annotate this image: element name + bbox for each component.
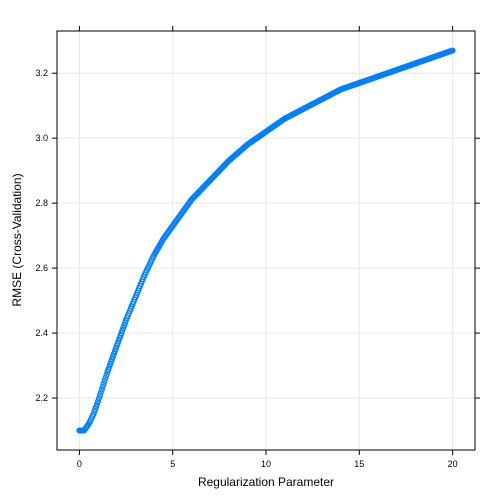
y-tick-label: 2.4 — [35, 328, 48, 338]
y-tick-label: 3.0 — [35, 133, 48, 143]
y-tick-label: 2.2 — [35, 393, 48, 403]
x-tick-label: 20 — [448, 459, 458, 469]
axis-ticks: 0 5 10 15 20 2.2 2.4 2.6 2.8 3.0 3.2 — [35, 26, 480, 469]
y-axis-title: RMSE (Cross-Validation) — [10, 173, 24, 306]
x-tick-label: 5 — [170, 459, 175, 469]
y-tick-label: 2.8 — [35, 198, 48, 208]
x-tick-label: 0 — [77, 459, 82, 469]
x-axis-title: Regularization Parameter — [198, 475, 334, 489]
x-tick-label: 10 — [261, 459, 271, 469]
y-tick-label: 3.2 — [35, 68, 48, 78]
grid — [57, 31, 475, 450]
y-tick-label: 2.6 — [35, 263, 48, 273]
x-tick-label: 15 — [354, 459, 364, 469]
